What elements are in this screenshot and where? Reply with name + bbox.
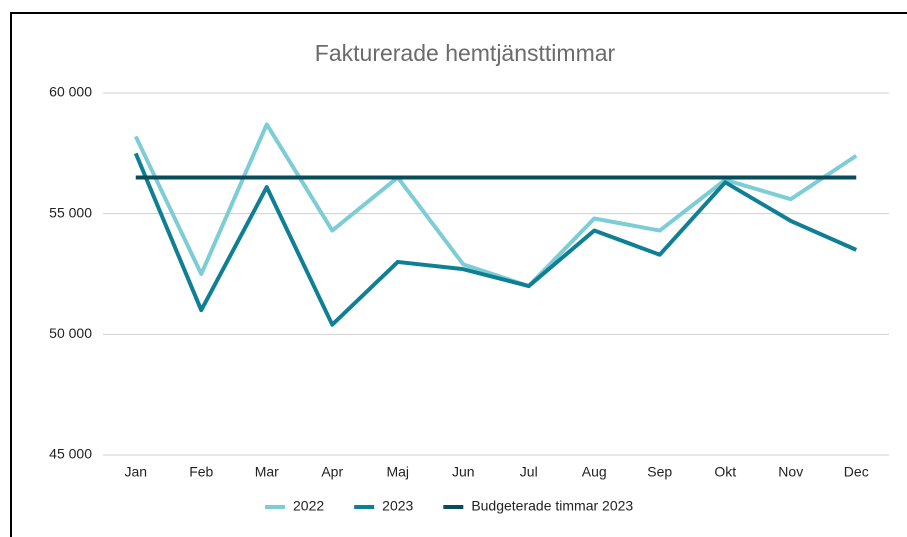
legend-label: 2022 xyxy=(293,498,324,514)
x-tick-label: Aug xyxy=(582,464,607,480)
x-tick-label: Sep xyxy=(647,464,672,480)
y-tick-label: 55 000 xyxy=(49,204,92,220)
x-tick-label: Maj xyxy=(386,464,409,480)
legend-label: 2023 xyxy=(382,498,413,514)
y-tick-label: 45 000 xyxy=(49,446,92,462)
x-tick-label: Mar xyxy=(255,464,279,480)
x-tick-label: Apr xyxy=(321,464,343,480)
chart-title: Fakturerade hemtjänsttimmar xyxy=(315,40,616,66)
series-line xyxy=(133,152,858,327)
x-tick-label: Feb xyxy=(189,464,213,480)
x-tick-label: Dec xyxy=(844,464,869,480)
series-line xyxy=(133,122,858,289)
x-tick-label: Okt xyxy=(714,464,736,480)
x-tick-label: Jun xyxy=(452,464,475,480)
y-tick-label: 50 000 xyxy=(49,325,92,341)
x-tick-label: Jan xyxy=(124,464,147,480)
x-tick-label: Nov xyxy=(778,464,803,480)
legend-label: Budgeterade timmar 2023 xyxy=(471,498,633,514)
x-tick-label: Jul xyxy=(520,464,538,480)
y-tick-label: 60 000 xyxy=(49,84,92,100)
frame xyxy=(10,12,907,537)
